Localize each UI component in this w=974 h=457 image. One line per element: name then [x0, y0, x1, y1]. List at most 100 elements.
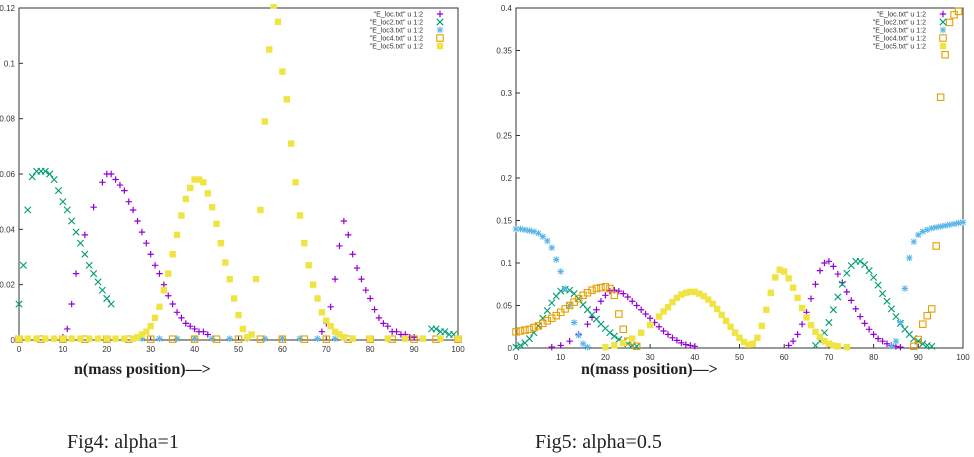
fig1-series1-point	[624, 293, 631, 301]
fig1-series1-point	[691, 343, 698, 350]
fig1-series1-point	[566, 338, 573, 345]
fig1-series1-point	[812, 281, 819, 288]
fig0-series5-point	[235, 311, 242, 319]
fig0-series5-point	[208, 204, 216, 211]
fig1-series4-point	[606, 284, 614, 293]
fig1-series4-point	[588, 286, 596, 294]
fig1-series3-point	[901, 285, 909, 292]
fig0-x-tick-label: 10	[58, 345, 67, 354]
fig0-series5-point	[349, 335, 356, 342]
fig1-series5-point	[776, 266, 783, 273]
fig1-series2-point	[870, 273, 878, 282]
fig1-series1-point	[785, 342, 792, 349]
fig0-series5-point	[86, 335, 93, 342]
fig0-series4-point	[190, 335, 199, 343]
fig0-x-tick-label: 20	[102, 345, 111, 354]
fig1-series4-point	[910, 342, 918, 351]
fig1-series3-point	[584, 343, 591, 351]
fig0-y-tick-label: 0.04	[0, 225, 16, 234]
fig1-series1-point	[816, 267, 824, 274]
fig1-series2-point	[561, 285, 569, 293]
fig1-series2-point	[887, 305, 896, 313]
fig0-series5-point	[292, 179, 299, 186]
fig1-series4-point	[950, 11, 958, 19]
fig0-series5-point	[173, 231, 181, 239]
fig0-x-tick-label: 60	[278, 345, 287, 354]
fig0-y-tick-label: 0.02	[0, 281, 16, 290]
fig1-series2-point	[588, 311, 596, 319]
fig1-series4-point	[543, 317, 552, 325]
fig1-series2-point	[878, 290, 887, 298]
fig1-series4-point	[574, 294, 583, 303]
fig1-series4-point	[597, 283, 605, 292]
fig1-series2-point	[606, 329, 614, 337]
fig1-series4-point	[512, 328, 520, 336]
fig1-series5-point	[767, 289, 774, 296]
fig1-series5-point	[718, 311, 725, 319]
fig1-series4-point	[534, 322, 543, 330]
fig1-series1-point	[839, 279, 846, 286]
fig1-legend-label: "E_loc5.txt" u 1:2	[873, 44, 926, 51]
fig1-series3-point	[946, 221, 953, 228]
fig1-series1-point	[633, 302, 640, 309]
fig0-series1-point	[410, 334, 418, 341]
fig0-series1-point	[143, 239, 150, 247]
fig1-series5-point	[785, 275, 792, 282]
fig1-series4-point	[914, 335, 923, 344]
fig0-series1-point	[156, 270, 163, 277]
fig1-series1-point	[606, 287, 614, 295]
fig1-legend-label: "E_loc3.txt" u 1:2	[873, 28, 926, 35]
fig0-series5-point	[15, 335, 23, 342]
fig1-series2-point	[592, 315, 601, 323]
fig0-series1-point	[327, 303, 334, 310]
fig0-series1-point	[116, 181, 124, 189]
fig0-series1-point	[345, 231, 352, 239]
fig0-series4-point	[300, 335, 309, 343]
fig1-series5-point	[825, 340, 833, 347]
fig1-series1-point	[642, 310, 649, 318]
fig1-series4-point	[516, 327, 525, 335]
fig1-series2-point	[548, 299, 556, 307]
fig1-series2-point	[624, 340, 632, 348]
fig1-series1-point	[584, 321, 591, 328]
fig0-series2-point	[107, 300, 115, 308]
fig1-series2-point	[610, 332, 618, 340]
fig0-series4-point	[168, 335, 177, 343]
fig1-y-tick-label: 0.15	[496, 217, 512, 226]
fig1-series3-point	[897, 319, 904, 326]
fig1-series5-point	[794, 294, 801, 302]
fig0-series5-point	[287, 140, 295, 147]
fig0-series4-point	[146, 335, 155, 343]
fig0-series5-point	[309, 281, 317, 288]
fig0-series5-point	[323, 317, 330, 324]
fig1-series4-point	[923, 311, 931, 320]
fig0-series1-point	[375, 314, 383, 322]
fig1-series1-point	[615, 287, 623, 295]
fig0-series5-point	[121, 335, 128, 342]
fig1-series2-point	[525, 335, 533, 343]
fig1-series5-point	[705, 296, 712, 303]
fig0-series3-point	[208, 335, 216, 342]
fig0-series1-point	[331, 275, 339, 283]
fig1-series3-point	[924, 226, 931, 234]
fig1-series1-point	[865, 326, 873, 333]
fig1-series5-point	[660, 308, 667, 315]
fig0-y-tick-label: 0.06	[0, 170, 16, 179]
fig1-x-tick-label: 100	[956, 353, 970, 362]
fig1-series5-point	[664, 304, 672, 311]
fig0-series5-point	[314, 295, 321, 302]
fig0-series1-point	[165, 292, 172, 299]
fig0-series2-point	[432, 325, 440, 333]
fig0-series5-point	[200, 179, 207, 186]
fig1-series4-point	[945, 18, 954, 27]
fig0-series5-point	[182, 195, 190, 203]
fig0-series5-point	[301, 239, 308, 247]
fig0-series5-point	[204, 190, 211, 197]
fig0-series1-point	[358, 275, 365, 283]
fig1-legend-label: "E_loc.txt" u 1:2	[877, 12, 926, 19]
fig0-series2-point	[76, 239, 85, 247]
fig0-series1-point	[107, 170, 115, 178]
fig1-series2-point	[633, 342, 641, 350]
fig1-series4-point	[565, 301, 574, 310]
fig1-series5-point	[696, 290, 703, 297]
